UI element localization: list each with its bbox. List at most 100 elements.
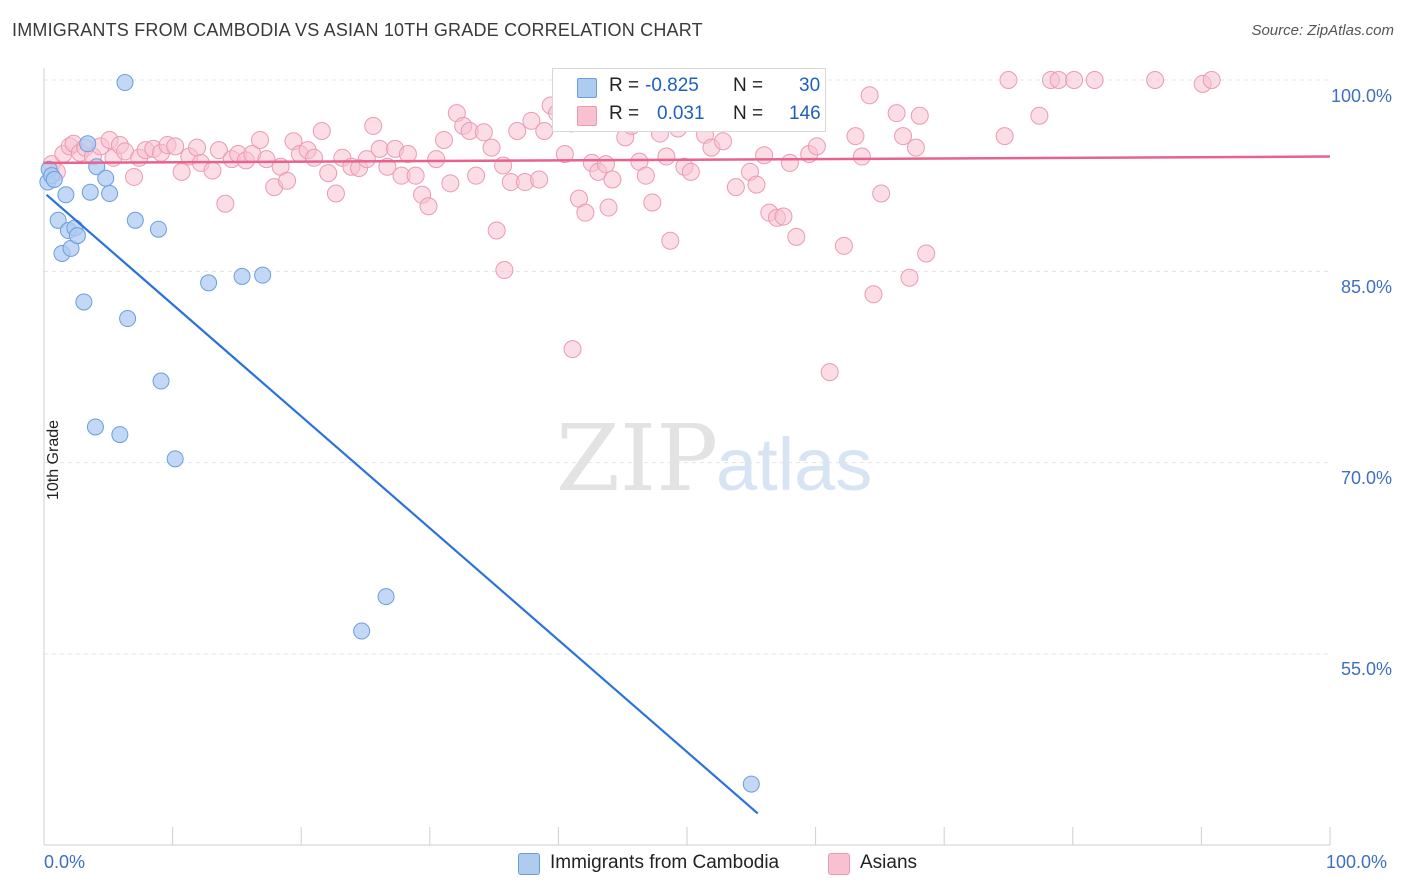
n-label: N = [733,103,764,124]
cambodia-legend-swatch [518,853,540,875]
asians-point [714,132,733,151]
cambodia-point [149,220,167,238]
asians-point [203,161,222,180]
cambodia-point [57,186,75,204]
r-label: R = [609,103,640,124]
x-tick-label: 100.0% [1326,852,1388,872]
asians-point [726,178,745,197]
asians-point [312,122,331,141]
asians-point [125,167,144,186]
cambodia-point [75,293,93,311]
asians-point [209,141,228,160]
cambodia-point [742,775,760,793]
asians-point [1202,71,1221,89]
y-tick-label: 100.0% [1330,86,1392,106]
asians-point [482,138,501,157]
asians-point [419,197,438,216]
n-value: 30 [799,75,821,96]
asians-legend-swatch [828,853,850,875]
stats-legend: R = -0.825 N = 30 R = 0.031 N = 146 [552,68,826,132]
asians-point [780,153,799,172]
asians-point [370,139,389,158]
asians-point [910,106,929,125]
asians-point [251,130,270,149]
asians-point [530,170,549,189]
asians-point [398,144,417,163]
asians-swatch [577,106,597,126]
asians-point [917,244,936,263]
asians-point [1030,106,1049,125]
asians-trendline [43,155,1331,165]
asians-point [596,155,615,174]
asians-point [555,144,574,163]
asians-point [747,175,766,194]
cambodia-point [200,274,218,292]
cambodia-point [49,211,67,229]
asians-point [995,127,1014,146]
asians-point [326,184,345,203]
r-value: 0.031 [657,103,705,124]
asians-point [495,261,514,280]
asians-point [1065,71,1084,89]
asians-point [807,137,826,156]
asians-point [603,170,622,189]
asians-point [563,340,582,359]
n-value: 146 [789,103,821,124]
cambodia-point [68,227,86,245]
cambodia-point [97,169,115,187]
cambodia-point [86,418,104,436]
asians-point [278,171,297,190]
asians-point [599,198,618,217]
cambodia-trendline [45,193,759,815]
asians-point [860,86,879,105]
asians-point [441,174,460,193]
x-tick-label: 0.0% [44,852,86,872]
asians-point [1146,71,1165,89]
legend-label: Asians [860,852,918,873]
n-label: N = [733,75,764,96]
trendlines [43,155,1331,815]
asians-point [535,122,554,141]
chart-title: IMMIGRANTS FROM CAMBODIA VS ASIAN 10TH G… [12,20,703,40]
cambodia-point [353,622,371,640]
cambodia-point [377,588,395,606]
asians-point [188,138,207,157]
cambodia-point [111,426,129,444]
asians-point [522,111,541,130]
asians-point [643,193,662,212]
asians-point [906,138,925,157]
asians-point [894,127,913,146]
asians-point [661,231,680,250]
asians-point [999,71,1018,89]
cambodia-point [45,170,63,188]
r-value: -0.825 [645,75,699,96]
asians-point [681,162,700,181]
legend-label: Immigrants from Cambodia [550,852,780,873]
asians-point [787,227,806,246]
cambodia-swatch [577,78,597,98]
asians-point [508,122,527,141]
asians-point [864,285,883,304]
asians-point [305,148,324,167]
asians-point [834,236,853,255]
cambodia-point [116,74,134,92]
asians-point [1049,71,1068,89]
asians-point [364,116,383,135]
asians-point [427,150,446,169]
asians-point [487,221,506,240]
asians-point [887,104,906,123]
asians-point [434,130,453,149]
asians-point [319,164,338,183]
asians-point [636,166,655,185]
asians-point [900,268,919,287]
cambodia-point [254,266,272,284]
y-axis-label: 10th Grade [45,419,63,501]
asians-point [820,363,839,382]
cambodia-point [81,183,99,201]
y-tick-label: 70.0% [1340,468,1392,488]
cambodia-point [126,211,144,229]
cambodia-points [39,74,760,793]
asians-point [1085,71,1104,89]
asians-point [467,166,486,185]
